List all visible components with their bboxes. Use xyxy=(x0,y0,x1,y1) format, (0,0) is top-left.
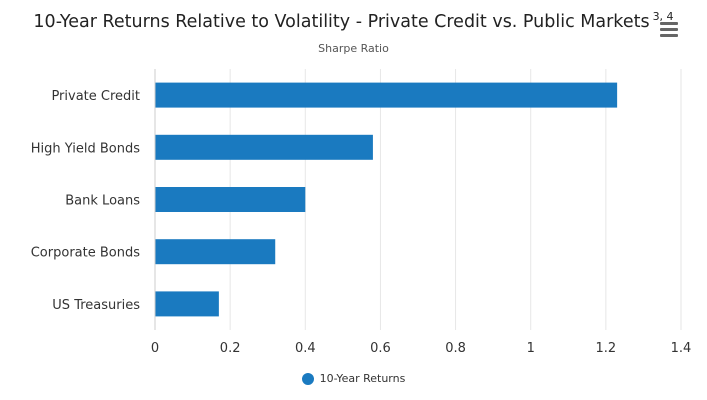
hamburger-menu-icon[interactable] xyxy=(660,22,678,38)
x-tick-label: 1.2 xyxy=(596,341,617,356)
x-tick-label: 0 xyxy=(151,341,159,356)
bar-private-credit xyxy=(155,82,618,108)
x-tick-label: 1.4 xyxy=(671,341,692,356)
chart-title-row: 10-Year Returns Relative to Volatility -… xyxy=(0,10,707,32)
bar-us-treasuries xyxy=(155,291,219,317)
bar-bank-loans xyxy=(155,187,306,212)
chart-title: 10-Year Returns Relative to Volatility -… xyxy=(33,10,674,32)
y-category-label: High Yield Bonds xyxy=(31,141,140,156)
y-category-label: Private Credit xyxy=(51,89,140,104)
chart-subtitle: Sharpe Ratio xyxy=(318,42,389,55)
x-tick-label: 0.8 xyxy=(445,341,466,356)
y-category-label: Bank Loans xyxy=(65,194,140,209)
x-tick-label: 0.4 xyxy=(295,341,316,356)
legend: 10-Year Returns xyxy=(0,372,707,388)
legend-item-10-year-returns[interactable]: 10-Year Returns xyxy=(301,372,406,385)
y-category-label: Corporate Bonds xyxy=(31,246,140,261)
bar-corporate-bonds xyxy=(155,239,276,265)
x-tick-label: 0.2 xyxy=(220,341,241,356)
x-tick-label: 0.6 xyxy=(370,341,391,356)
legend-swatch-icon xyxy=(301,372,314,385)
title-footnote: 3, 4 xyxy=(652,10,674,23)
bar-high-yield-bonds xyxy=(155,134,373,160)
y-category-label: US Treasuries xyxy=(52,298,140,313)
legend-label: 10-Year Returns xyxy=(319,372,406,385)
x-tick-label: 1 xyxy=(527,341,535,356)
